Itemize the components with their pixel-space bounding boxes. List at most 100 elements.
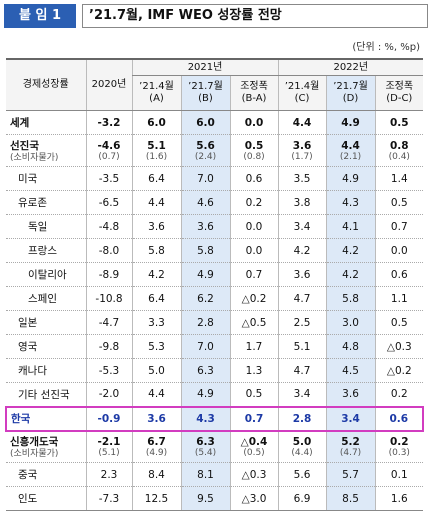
row-label: 한국 bbox=[5, 405, 86, 432]
value-cell: 3.4 bbox=[277, 214, 327, 239]
value: 4.9 bbox=[341, 116, 360, 129]
subvalue: (1.6) bbox=[145, 151, 168, 162]
table-row: 이탈리아 -8.9 4.2 4.9 0.7 3.6 4.2 0.6 bbox=[6, 262, 424, 287]
value-cell: 4.3 bbox=[325, 190, 376, 215]
value-cell: 4.2 bbox=[277, 238, 327, 263]
value: 6.4 bbox=[148, 292, 165, 305]
table-row: 인도 -7.3 12.5 9.5 △3.0 6.9 8.5 1.6 bbox=[6, 486, 424, 511]
value: 0.7 bbox=[390, 220, 408, 233]
value-cell: -4.8 bbox=[85, 214, 132, 239]
value: -4.7 bbox=[98, 316, 120, 329]
column-header: 조정폭 (D-C) bbox=[374, 75, 424, 111]
row-label: 이탈리아 bbox=[6, 262, 86, 287]
value-cell: 1.4 bbox=[374, 166, 424, 191]
value-cell: 1.3 bbox=[229, 358, 279, 383]
value-cell: -5.3 bbox=[85, 358, 132, 383]
value-cell: 4.2 bbox=[131, 262, 181, 287]
value-cell: 6.2 bbox=[180, 286, 230, 311]
value: -8.9 bbox=[98, 268, 120, 281]
value-cell: 0.0 bbox=[374, 238, 424, 263]
value: 3.4 bbox=[293, 220, 311, 233]
row-label: 기타 선진국 bbox=[6, 382, 86, 407]
value: -6.5 bbox=[98, 196, 120, 209]
row-label: 미국 bbox=[6, 166, 86, 191]
value-cell: 8.4 bbox=[131, 462, 181, 487]
value: 0.5 bbox=[245, 388, 263, 401]
value-cell: 5.2 (4.7) bbox=[325, 430, 376, 463]
value: 12.5 bbox=[144, 492, 169, 505]
table-head: 경제성장률 2020년 2021년 2022년 ’21.4월 (A) ’21.7월 (B) 조정… bbox=[6, 58, 424, 111]
code: (D) bbox=[342, 93, 359, 104]
value: 0.7 bbox=[245, 268, 263, 281]
value-cell: 4.3 bbox=[180, 405, 230, 432]
value: 3.6 bbox=[197, 220, 214, 233]
value-cell: 4.1 bbox=[325, 214, 376, 239]
column-header: 2020년 bbox=[85, 58, 132, 111]
value: 0.6 bbox=[390, 268, 408, 281]
value: 4.9 bbox=[342, 172, 359, 185]
table-body: 세계 -3.2 6.0 6.0 0.0 4.4 4.9 0.5 선진국 (소비자물가) -4.6 (0… bbox=[5, 110, 425, 511]
header-row: ’21.4월 (A) ’21.7월 (B) 조정폭 (B-A) ’21.4월 (C) ’21.7… bbox=[6, 75, 424, 111]
value: 4.9 bbox=[197, 388, 214, 401]
value-cell: 0.8 (0.4) bbox=[374, 134, 424, 167]
value: 3.6 bbox=[342, 388, 359, 401]
value: -0.9 bbox=[97, 412, 121, 425]
value-cell: 2.3 bbox=[85, 462, 132, 487]
value: 4.2 bbox=[342, 268, 359, 281]
row-label: 일본 bbox=[6, 310, 86, 335]
value-cell: 3.5 bbox=[277, 166, 327, 191]
label: 이탈리아 bbox=[28, 269, 67, 281]
value-cell: 6.0 bbox=[131, 110, 181, 135]
value-cell: 2.8 bbox=[180, 310, 230, 335]
value: △0.2 bbox=[386, 364, 412, 377]
table-row: 한국 -0.9 3.6 4.3 0.7 2.8 3.4 0.6 bbox=[5, 405, 425, 432]
value: 6.3 bbox=[197, 364, 214, 377]
value-cell: 5.8 bbox=[180, 238, 230, 263]
period: ’21.7월 bbox=[188, 81, 223, 92]
value-cell: 3.4 bbox=[277, 382, 327, 407]
value-cell: 4.9 bbox=[180, 262, 230, 287]
label: 중국 bbox=[18, 469, 38, 481]
value: △3.0 bbox=[241, 492, 267, 505]
value-cell: 0.6 bbox=[229, 166, 279, 191]
value-cell: 5.0 bbox=[131, 358, 181, 383]
growth-table: 경제성장률 2020년 2021년 2022년 ’21.4월 (A) ’21.7월 (B) 조정… bbox=[5, 58, 425, 511]
value: 5.8 bbox=[148, 244, 165, 257]
value-cell: 9.5 bbox=[180, 486, 230, 511]
row-label: 프랑스 bbox=[6, 238, 86, 263]
subvalue: (4.7) bbox=[339, 447, 362, 458]
table-row: 신흥개도국 (소비자물가) -2.1 (5.1) 6.7 (4.9) 6.3 (5.4) △0.… bbox=[6, 430, 424, 463]
value-cell: -8.9 bbox=[85, 262, 132, 287]
row-label: 영국 bbox=[6, 334, 86, 359]
value-cell: 0.5 bbox=[229, 382, 279, 407]
table-row: 선진국 (소비자물가) -4.6 (0.7) 5.1 (1.6) 5.6 (2.4) 0.5 (0… bbox=[6, 134, 424, 167]
value-cell: 2.8 bbox=[277, 405, 327, 432]
value-cell: -0.9 bbox=[85, 405, 132, 432]
value: 1.6 bbox=[390, 492, 408, 505]
period: ’21.4월 bbox=[284, 81, 320, 92]
value-cell: 0.5 bbox=[374, 110, 424, 135]
value: 4.2 bbox=[342, 244, 359, 257]
table-row: 세계 -3.2 6.0 6.0 0.0 4.4 4.9 0.5 bbox=[6, 110, 424, 135]
code: (C) bbox=[294, 93, 310, 104]
label: 인도 bbox=[18, 493, 38, 505]
sublabel: (소비자물가) bbox=[10, 153, 59, 163]
unit-note: (단위 : %, %p) bbox=[352, 42, 420, 53]
value-cell: 3.4 bbox=[325, 405, 376, 432]
value: 3.6 bbox=[147, 412, 166, 425]
row-label: 세계 bbox=[6, 110, 86, 135]
value-cell: -8.0 bbox=[85, 238, 132, 263]
value: 4.2 bbox=[148, 268, 165, 281]
value-cell: 4.4 bbox=[131, 190, 181, 215]
value: 4.3 bbox=[342, 196, 359, 209]
value: 0.5 bbox=[244, 139, 264, 152]
value: 5.2 bbox=[341, 435, 360, 448]
code: (D-C) bbox=[386, 93, 413, 104]
subvalue: (0.8) bbox=[243, 151, 265, 162]
value: 3.6 bbox=[148, 220, 165, 233]
table-row: 스페인 -10.8 6.4 6.2 △0.2 4.7 5.8 1.1 bbox=[6, 286, 424, 311]
value-cell: 6.4 bbox=[131, 286, 181, 311]
value: 1.7 bbox=[245, 340, 263, 353]
value: △0.2 bbox=[241, 292, 267, 305]
value: 3.4 bbox=[341, 412, 360, 425]
